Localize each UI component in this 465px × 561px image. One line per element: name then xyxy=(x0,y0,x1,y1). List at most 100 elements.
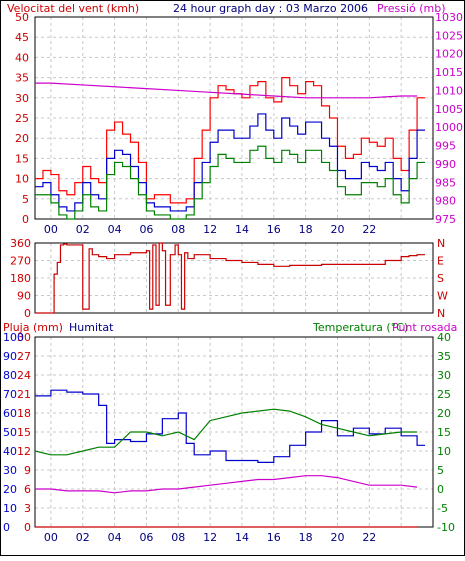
humidity-axis-tick-label: 70 xyxy=(3,388,17,401)
right-axis-tick-label: 1030 xyxy=(435,11,463,24)
humidity-title: Humitat xyxy=(69,321,114,334)
right-axis-tick-label: 985 xyxy=(435,176,456,189)
x-tick-label: 06 xyxy=(139,531,153,544)
grid-lines xyxy=(50,337,402,527)
x-tick-label: 06 xyxy=(139,223,153,236)
right-axis-tick-label: 0 xyxy=(437,483,444,496)
temperature-title: Temperatura (°C) xyxy=(312,321,408,334)
humidity-axis-tick-label: 90 xyxy=(3,350,17,363)
left-axis-tick-label: 5 xyxy=(22,193,29,206)
right-axis-tick-label: S xyxy=(437,272,444,285)
left-axis-tick-label: 30 xyxy=(15,92,29,105)
grid-lines xyxy=(35,36,433,200)
left-axis-tick-label: 180 xyxy=(10,272,31,285)
left-axis-tick-label: 6 xyxy=(24,483,31,496)
right-axis-tick-label: 5 xyxy=(437,464,444,477)
humidity-axis-tick-label: 40 xyxy=(3,445,17,458)
right-axis-tick-label: 1015 xyxy=(435,66,463,79)
x-tick-label: 08 xyxy=(171,223,185,236)
chart-panels: 0510152025303540455097598098599099510001… xyxy=(3,11,463,544)
left-axis-tick-label: 35 xyxy=(15,72,29,85)
dewpoint-series-line xyxy=(35,475,418,494)
right-axis-tick-label: W xyxy=(437,290,448,303)
temperature-series-line xyxy=(34,408,418,456)
right-axis-tick-label: E xyxy=(437,255,444,268)
direction-panel-border xyxy=(34,242,434,314)
x-tick-label: 18 xyxy=(299,223,313,236)
left-axis-tick-label: 3 xyxy=(24,502,31,515)
left-axis-tick-label: 30 xyxy=(17,331,31,344)
humidity-axis-tick-label: 100 xyxy=(3,331,24,344)
left-axis-tick-label: 0 xyxy=(24,521,31,534)
x-tick-label: 20 xyxy=(330,223,344,236)
humidity-axis-tick-label: 10 xyxy=(3,502,17,515)
right-axis-tick-label: 20 xyxy=(437,407,451,420)
left-axis-tick-label: 25 xyxy=(15,112,29,125)
x-tick-label: 14 xyxy=(235,531,249,544)
x-tick-label: 08 xyxy=(171,531,185,544)
left-axis-tick-label: 20 xyxy=(15,132,29,145)
wind-series-line xyxy=(35,113,426,212)
dewpoint-title: Punt rosada xyxy=(392,321,457,334)
left-axis-tick-label: 18 xyxy=(17,407,31,420)
right-axis-tick-label: 40 xyxy=(437,331,451,344)
wind-speed-title: Velocitat del vent (kmh) xyxy=(7,2,139,15)
right-axis-tick-label: 1025 xyxy=(435,29,463,42)
humidity-axis-tick-label: 30 xyxy=(3,464,17,477)
right-axis-tick-label: 1005 xyxy=(435,103,463,116)
grid-lines xyxy=(35,260,433,296)
x-tick-label: 04 xyxy=(108,531,122,544)
humidity-axis-tick-label: 60 xyxy=(3,407,17,420)
right-axis-tick-label: N xyxy=(437,307,445,320)
humidity-axis-tick-label: 50 xyxy=(3,426,17,439)
right-axis-tick-label: 975 xyxy=(435,213,456,226)
right-axis-tick-label: 995 xyxy=(435,140,456,153)
left-axis-tick-label: 40 xyxy=(15,51,29,64)
left-axis-tick-label: 15 xyxy=(15,152,29,165)
right-axis-tick-label: N xyxy=(437,237,445,250)
x-tick-label: 02 xyxy=(76,531,90,544)
gust-series-line xyxy=(35,77,426,204)
x-tick-label: 20 xyxy=(330,531,344,544)
right-axis-tick-label: 980 xyxy=(435,195,456,208)
x-tick-label: 02 xyxy=(76,223,90,236)
left-axis-tick-label: 360 xyxy=(10,237,31,250)
left-axis-tick-label: 9 xyxy=(24,464,31,477)
rain-title: Pluja (mm) xyxy=(3,321,63,334)
left-axis-tick-label: 24 xyxy=(17,369,31,382)
right-axis-tick-label: 30 xyxy=(437,369,451,382)
pressure-series-line xyxy=(35,82,418,99)
humidity-axis-tick-label: 20 xyxy=(3,483,17,496)
x-tick-label: 18 xyxy=(299,531,313,544)
left-axis-tick-label: 12 xyxy=(17,445,31,458)
left-axis-tick-label: 27 xyxy=(17,350,31,363)
right-axis-tick-label: 35 xyxy=(437,350,451,363)
average-wind-series-line xyxy=(35,145,426,220)
left-axis-tick-label: 10 xyxy=(15,173,29,186)
graph-title: 24 hour graph day : 03 Marzo 2006 xyxy=(173,2,368,15)
right-axis-tick-label: -10 xyxy=(437,521,455,534)
direction-series-line xyxy=(35,242,426,314)
left-axis-tick-label: 45 xyxy=(15,31,29,44)
x-tick-label: 14 xyxy=(235,223,249,236)
right-axis-tick-label: 1000 xyxy=(435,121,463,134)
left-axis-tick-label: 15 xyxy=(17,426,31,439)
left-axis-tick-label: 21 xyxy=(17,388,31,401)
x-tick-label: 00 xyxy=(44,223,58,236)
x-tick-label: 16 xyxy=(267,531,281,544)
right-axis-tick-label: 1010 xyxy=(435,84,463,97)
grid-lines xyxy=(35,355,433,509)
left-axis-tick-label: 0 xyxy=(22,213,29,226)
humidity-axis-tick-label: 80 xyxy=(3,369,17,382)
x-tick-label: 00 xyxy=(44,531,58,544)
pressure-title: Pressió (mb) xyxy=(377,2,446,15)
right-axis-tick-label: 10 xyxy=(437,445,451,458)
right-axis-tick-label: 15 xyxy=(437,426,451,439)
left-axis-tick-label: 0 xyxy=(24,307,31,320)
humidity-series-line xyxy=(35,389,426,463)
x-tick-label: 12 xyxy=(203,531,217,544)
x-tick-label: 16 xyxy=(267,223,281,236)
x-tick-label: 12 xyxy=(203,223,217,236)
